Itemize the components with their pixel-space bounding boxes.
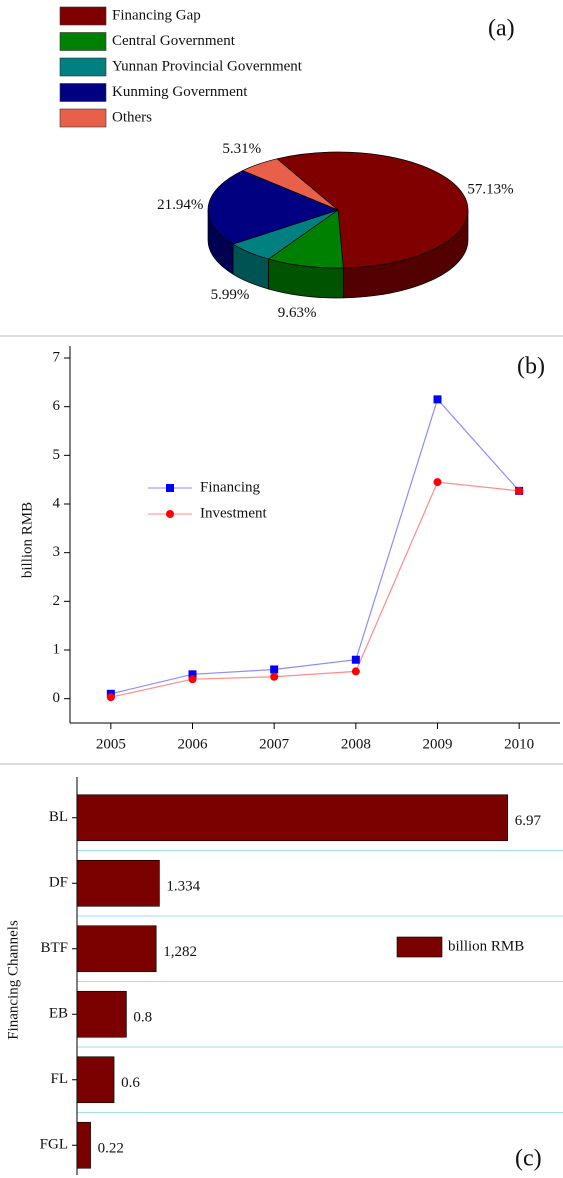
legend-swatch <box>59 108 107 128</box>
bar <box>76 1056 115 1104</box>
legend-label: Kunming Government <box>112 84 248 100</box>
legend-label: Others <box>112 109 152 125</box>
bar <box>76 925 157 973</box>
legend-label: Investment <box>200 505 267 521</box>
y-tick-label: 6 <box>53 398 61 414</box>
x-tick-label: 2007 <box>259 736 290 752</box>
data-label: 5.99% <box>211 287 250 303</box>
y-tick-label: 2 <box>53 593 61 609</box>
legend-swatch <box>59 32 107 51</box>
data-label: 21.94% <box>157 197 203 213</box>
pie-slice <box>267 209 344 269</box>
data-label: 6.97 <box>515 813 542 829</box>
data-label: 57.13% <box>467 182 513 198</box>
data-label: 1.334 <box>166 879 200 895</box>
legend-label: billion RMB <box>448 938 524 954</box>
legend-label: Financing Gap <box>112 7 201 23</box>
y-tick-label: FL <box>50 1071 68 1087</box>
legend-label: Financing <box>200 479 260 495</box>
y-tick-label: DF <box>49 875 68 891</box>
data-label: 0.8 <box>133 1010 152 1026</box>
y-tick-label: 3 <box>53 544 61 560</box>
y-tick-label: 5 <box>53 447 61 463</box>
legend-marker <box>166 510 174 518</box>
data-label: 0.6 <box>121 1075 140 1091</box>
pie-slice <box>207 170 340 245</box>
data-label: 9.63% <box>278 305 317 321</box>
legend-marker <box>166 484 174 492</box>
x-tick-label: 2005 <box>96 736 126 752</box>
y-tick-label: 7 <box>53 349 61 365</box>
point <box>433 478 442 487</box>
y-tick-label: 1 <box>53 641 61 657</box>
legend-label: Yunnan Provincial Government <box>112 58 303 74</box>
legend-swatch <box>59 6 107 26</box>
y-tick-label: 0 <box>53 690 61 706</box>
pie-slice <box>241 158 339 211</box>
x-tick-label: 2006 <box>178 736 209 752</box>
point <box>188 675 197 684</box>
legend-swatch <box>59 57 107 77</box>
panel-label: (a) <box>488 16 515 42</box>
bar <box>76 794 509 842</box>
y-tick-label: BTF <box>40 940 68 956</box>
pie-slice <box>276 151 469 269</box>
data-label: 1,282 <box>163 944 197 960</box>
legend-swatch <box>59 83 107 102</box>
point <box>270 665 279 674</box>
bar <box>76 990 127 1038</box>
point <box>351 655 360 664</box>
point <box>188 670 197 679</box>
data-label: 5.31% <box>222 141 261 157</box>
legend-label: Central Government <box>112 33 236 49</box>
y-tick-label: BL <box>49 809 68 825</box>
y-tick-label: EB <box>49 1006 68 1022</box>
point <box>433 395 442 404</box>
legend-swatch <box>396 936 443 958</box>
bar <box>76 1121 91 1169</box>
point <box>270 672 279 681</box>
x-tick-label: 2010 <box>504 736 534 752</box>
x-tick-label: 2008 <box>341 736 371 752</box>
y-axis-label: billion RMB <box>19 502 35 578</box>
point <box>515 486 524 495</box>
panel-label: (c) <box>515 1146 542 1172</box>
series-line <box>110 481 520 698</box>
y-tick-label: 4 <box>53 495 61 511</box>
y-tick-label: FGL <box>40 1137 68 1153</box>
x-tick-label: 2009 <box>423 736 453 752</box>
point <box>351 667 360 676</box>
y-axis-label: Financing Channels <box>5 920 21 1040</box>
series-line <box>110 398 520 695</box>
data-label: 0.22 <box>98 1141 124 1157</box>
panel-label: (b) <box>517 354 545 380</box>
point <box>106 693 115 702</box>
bar <box>76 859 160 907</box>
